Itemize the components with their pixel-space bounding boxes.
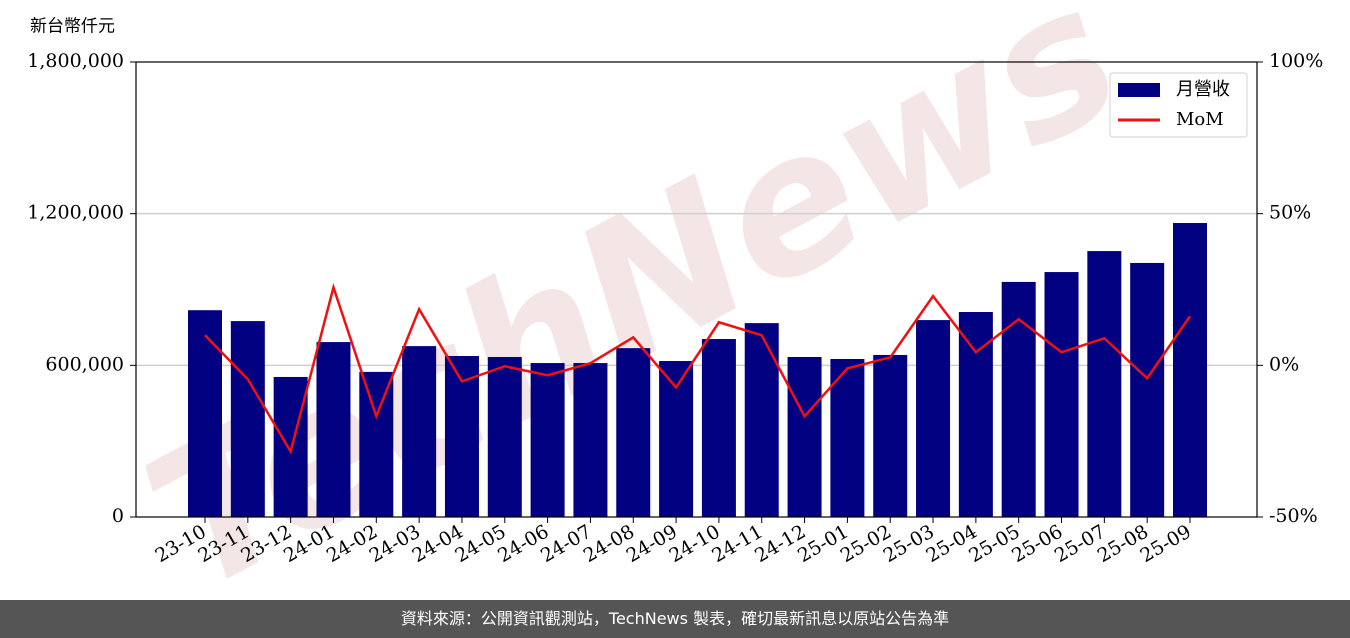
bar [787,356,822,517]
bar [958,311,993,517]
bar [1044,272,1079,517]
bar [487,356,522,517]
bar [830,359,865,517]
bar [1173,223,1207,517]
chart: 新台幣仟元 TechNews0600,0001,200,0001,800,000… [27,0,1323,600]
bar [530,363,565,517]
bar [1001,281,1036,517]
bar [701,339,736,517]
y-tick-label: 600,000 [45,353,124,375]
y-tick-label: 1,800,000 [27,50,124,72]
bar [402,346,437,517]
bar [188,310,222,517]
bar [359,371,394,517]
bar [1087,251,1122,518]
bar [1130,262,1165,517]
y2-tick-label: 50% [1269,202,1311,224]
bar [616,348,651,517]
y2-tick-label: -50% [1269,505,1318,527]
y2-tick-label: 100% [1269,50,1323,72]
y-axis-label: 新台幣仟元 [30,17,115,37]
bar [659,361,694,517]
bar [316,342,351,517]
bar [916,320,951,517]
bar [230,321,265,517]
footer: 資料來源：公開資訊觀測站，TechNews 製表，確切最新訊息以原站公告為準 [0,600,1350,638]
line [204,282,1192,455]
bar [444,355,479,517]
y2-tick-label: 0% [1269,353,1299,375]
legend-label: 月營收 [1176,79,1230,100]
plot-frame [135,61,1258,518]
bar [744,323,779,517]
legend-swatch [1118,83,1160,97]
bar [873,354,908,517]
bar [573,363,608,517]
x-tick-label: 25-09 [1137,521,1195,567]
y-tick-label: 0 [112,505,124,527]
y-tick-label: 1,200,000 [27,202,124,224]
legend-label: MoM [1176,109,1224,130]
